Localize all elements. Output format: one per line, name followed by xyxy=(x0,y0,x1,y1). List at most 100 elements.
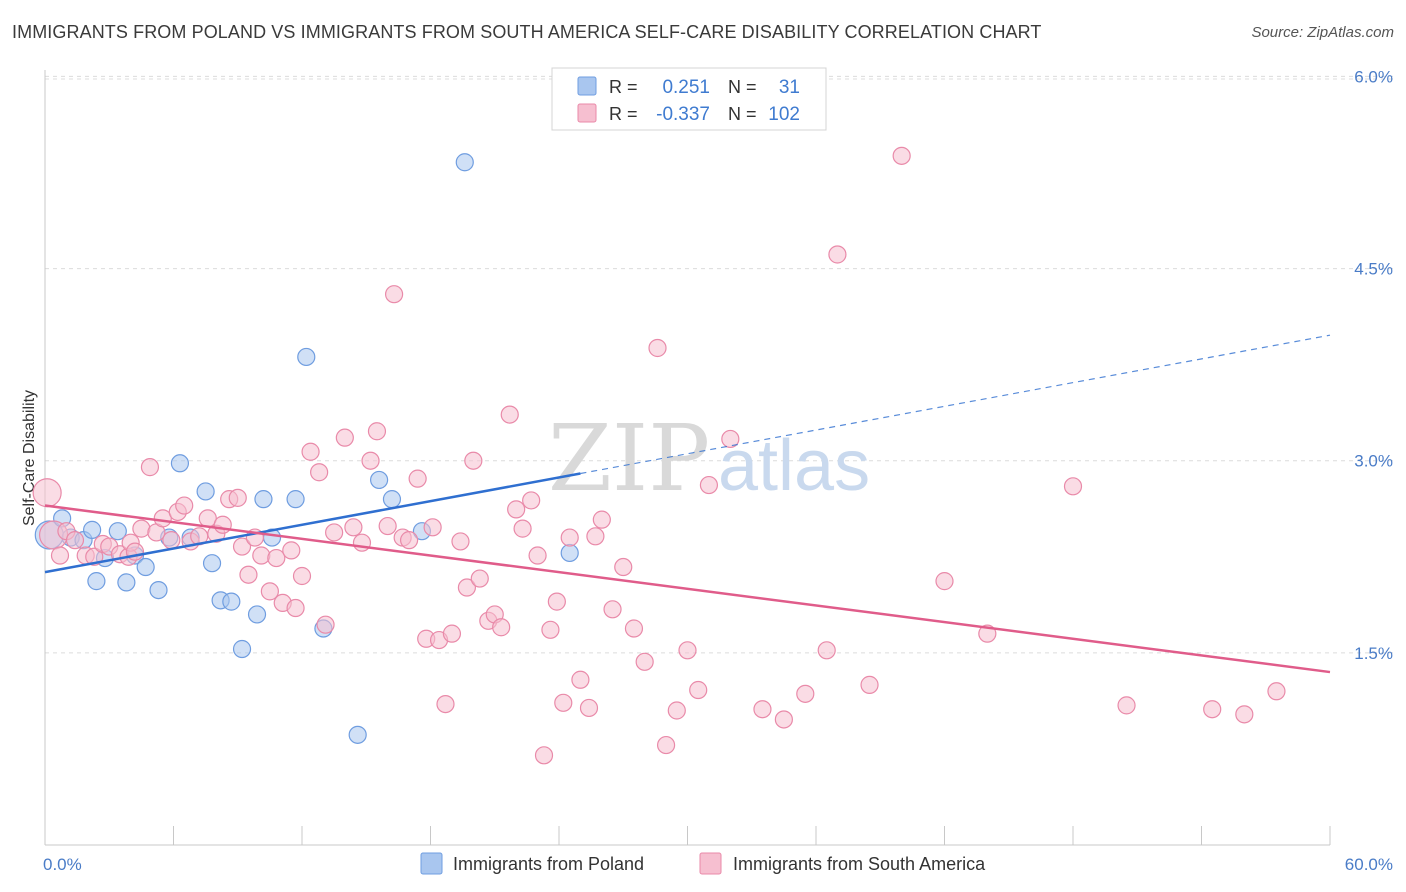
x-tick-label-max: 60.0% xyxy=(1345,855,1393,874)
poland-point xyxy=(297,347,316,367)
poland-point xyxy=(382,490,402,509)
poland-point xyxy=(455,153,474,172)
south-america-point xyxy=(513,519,532,538)
poland-point xyxy=(370,470,389,490)
poland-point xyxy=(254,490,273,509)
south-america-point xyxy=(507,500,526,519)
bottom-legend: Immigrants from Poland Immigrants from S… xyxy=(420,852,986,875)
south-america-point xyxy=(367,422,387,441)
poland-point xyxy=(136,557,155,577)
south-america-point xyxy=(592,510,611,529)
south-america-point xyxy=(260,582,279,601)
south-america-point xyxy=(399,531,419,550)
x-axis-ticks xyxy=(44,826,1331,845)
y-tick-label: 6.0% xyxy=(1354,67,1393,86)
chart-title: IMMIGRANTS FROM POLAND VS IMMIGRANTS FRO… xyxy=(12,22,1042,42)
y-tick-label: 4.5% xyxy=(1354,260,1393,279)
watermark-atlas: atlas xyxy=(718,426,870,506)
south-america-point xyxy=(1235,705,1254,724)
y-tick-label: 1.5% xyxy=(1354,644,1393,663)
poland-point xyxy=(247,605,267,624)
legend-r-label-poland: R = xyxy=(609,77,638,97)
south-america-point xyxy=(656,735,676,755)
legend-n-value-poland: 31 xyxy=(779,77,800,98)
poland-point xyxy=(232,639,252,659)
south-america-point xyxy=(541,620,560,639)
south-america-point xyxy=(32,478,62,508)
south-america-point xyxy=(624,619,644,638)
trend-lines xyxy=(44,334,1331,674)
south-america-point xyxy=(301,442,320,461)
south-america-point xyxy=(132,519,151,538)
south-america-point xyxy=(65,531,85,550)
south-america-point xyxy=(817,641,836,660)
poland-point xyxy=(170,454,190,473)
poland-point xyxy=(83,520,102,539)
stats-legend: R = 0.251 N = 31 R = -0.337 N = 102 xyxy=(551,67,827,131)
legend-swatch-poland xyxy=(577,76,597,96)
south-america-point xyxy=(310,463,329,482)
south-america-point xyxy=(50,546,70,565)
south-america-point xyxy=(492,618,511,637)
poland-point xyxy=(149,580,168,600)
south-america-point xyxy=(361,451,380,470)
south-america-point xyxy=(635,652,654,671)
south-america-point xyxy=(232,537,252,556)
south-america-point xyxy=(560,528,579,547)
south-america-point xyxy=(699,475,719,495)
south-america-point xyxy=(239,565,258,584)
south-america-point xyxy=(774,710,793,729)
south-america-point xyxy=(860,675,879,694)
y-axis-tick-labels: 1.5% 3.0% 4.5% 6.0% xyxy=(1354,67,1393,662)
south-america-point xyxy=(828,245,847,264)
south-america-point xyxy=(500,405,519,424)
legend-swatch-south-america xyxy=(577,103,597,123)
south-america-point xyxy=(678,641,697,660)
south-america-point xyxy=(1117,696,1136,715)
south-america-point xyxy=(423,518,442,537)
south-america-point xyxy=(579,698,599,718)
south-america-point xyxy=(522,491,541,510)
poland-point xyxy=(196,482,215,501)
south-america-point xyxy=(325,523,344,542)
south-america-point xyxy=(335,428,354,447)
south-america-point xyxy=(344,518,363,537)
poland-point xyxy=(108,522,127,541)
bottom-legend-label-south-america: Immigrants from South America xyxy=(733,854,986,874)
y-tick-label: 3.0% xyxy=(1354,452,1393,471)
south-america-point xyxy=(689,680,708,700)
south-america-point xyxy=(286,598,305,618)
south-america-point xyxy=(586,527,605,546)
south-america-point xyxy=(378,516,397,536)
y-axis-label: Self-Care Disability xyxy=(21,390,38,526)
bottom-legend-swatch-poland xyxy=(420,852,443,875)
legend-n-label-south-america: N = xyxy=(728,104,757,124)
south-america-point xyxy=(528,546,547,565)
south-america-point xyxy=(603,600,622,619)
poland-point xyxy=(87,572,106,591)
south-america-point xyxy=(1063,477,1083,496)
legend-r-value-south-america: -0.337 xyxy=(656,104,710,125)
south-america-point xyxy=(470,569,489,588)
south-america-point xyxy=(534,746,554,765)
watermark-zip: ZIP xyxy=(548,405,710,512)
south-america-point xyxy=(935,572,954,591)
south-america-point xyxy=(547,592,566,611)
south-america-point xyxy=(648,338,667,358)
south-america-point xyxy=(442,624,462,643)
south-america-point xyxy=(267,548,286,568)
south-america-point xyxy=(571,670,590,689)
poland-point xyxy=(222,592,241,611)
poland-point xyxy=(348,725,367,744)
south-america-point xyxy=(753,700,772,719)
south-america-point xyxy=(408,469,427,488)
poland-point xyxy=(117,573,136,592)
south-america-point xyxy=(228,488,247,507)
x-tick-label-min: 0.0% xyxy=(43,855,82,874)
south-america-point xyxy=(175,496,194,515)
poland-point xyxy=(560,543,579,563)
south-america-point xyxy=(667,701,686,720)
south-america-point xyxy=(252,546,271,565)
south-america-point xyxy=(162,531,181,550)
